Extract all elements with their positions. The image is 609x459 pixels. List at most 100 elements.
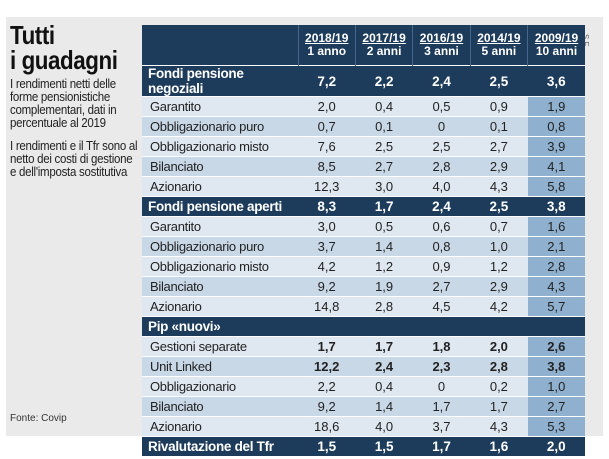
cell-col-2: 0,9 bbox=[412, 256, 471, 277]
cell-col-2: 2,3 bbox=[412, 356, 471, 377]
cell-col-2: 1,8 bbox=[412, 336, 471, 357]
table-row: Obbligazionario puro 0,7 0,1 0 0,1 0,8 bbox=[142, 116, 585, 137]
cell-col-4: 4,1 bbox=[527, 156, 585, 177]
cell-col-4: 1,0 bbox=[527, 376, 585, 397]
cell-col-1: 2,7 bbox=[355, 156, 413, 177]
cell-col-0: 18,6 bbox=[298, 416, 356, 437]
table-row: Azionario 12,3 3,0 4,0 4,3 5,8 bbox=[142, 176, 585, 197]
row-label: Rivalutazione del Tfr bbox=[142, 436, 299, 456]
cell-col-1: 1,4 bbox=[355, 396, 413, 417]
table-body: Fondi pensione negoziali 7,2 2,2 2,4 2,5 3,6 G… bbox=[142, 65, 585, 456]
cell-col-4: 5,8 bbox=[527, 176, 585, 197]
cell-col-2: 2,4 bbox=[412, 196, 471, 217]
cell-col-2: 4,0 bbox=[412, 176, 471, 197]
table-row: Azionario 14,8 2,8 4,5 4,2 5,7 bbox=[142, 296, 585, 317]
cell-col-2: 4,5 bbox=[412, 296, 471, 317]
table-row: Azionario 18,6 4,0 3,7 4,3 5,3 bbox=[142, 416, 585, 437]
row-label: Fondi pensione negoziali bbox=[142, 65, 299, 97]
cell-col-1: 1,5 bbox=[355, 436, 413, 456]
cell-col-4: 1,6 bbox=[527, 216, 585, 237]
cell-col-0: 7,6 bbox=[298, 136, 356, 157]
cell-col-3: 2,0 bbox=[470, 336, 528, 357]
table-row: Bilanciato 8,5 2,7 2,8 2,9 4,1 bbox=[142, 156, 585, 177]
cell-col-4 bbox=[527, 316, 585, 337]
cell-col-4: 4,3 bbox=[527, 276, 585, 297]
top-strip bbox=[0, 0, 609, 6]
row-label: Azionario bbox=[142, 176, 299, 197]
cell-col-3: 0,9 bbox=[470, 96, 528, 117]
header-col-0: 2018/19 1 anno bbox=[297, 25, 356, 66]
cell-col-2: 0,5 bbox=[412, 96, 471, 117]
cell-col-3: 0,7 bbox=[470, 216, 528, 237]
row-label: Obbligazionario puro bbox=[142, 116, 299, 137]
cell-col-0: 14,8 bbox=[298, 296, 356, 317]
cell-col-2: 2,5 bbox=[412, 136, 471, 157]
row-label: Obbligazionario misto bbox=[142, 136, 299, 157]
cell-col-0: 8,5 bbox=[298, 156, 356, 177]
header-col-4: 2009/19 10 anni bbox=[527, 25, 585, 66]
cell-col-4: 0,8 bbox=[527, 116, 585, 137]
cell-col-3: 4,3 bbox=[470, 416, 528, 437]
category-row: Fondi pensione aperti 8,3 1,7 2,4 2,5 3,8 bbox=[142, 196, 585, 217]
table-row: Obbligazionario 2,2 0,4 0 0,2 1,0 bbox=[142, 376, 585, 397]
cell-col-2: 0,8 bbox=[412, 236, 471, 257]
description: I rendimenti netti delle forme pensionis… bbox=[10, 77, 117, 130]
cell-col-4: 3,8 bbox=[527, 356, 585, 377]
row-label: Obbligazionario bbox=[142, 376, 299, 397]
cell-col-0: 1,7 bbox=[298, 336, 356, 357]
cell-col-1: 4,0 bbox=[355, 416, 413, 437]
cell-col-0 bbox=[298, 316, 356, 337]
cell-col-3: 2,8 bbox=[470, 356, 528, 377]
headline: Tutti i guadagni bbox=[10, 22, 122, 73]
cell-col-3: 4,2 bbox=[470, 296, 528, 317]
table-row: Obbligazionario misto 4,2 1,2 0,9 1,2 2,8 bbox=[142, 256, 585, 277]
cell-col-4: 3,9 bbox=[527, 136, 585, 157]
row-label: Fondi pensione aperti bbox=[142, 196, 299, 217]
cell-col-3: 2,5 bbox=[470, 65, 528, 97]
cell-col-1: 2,4 bbox=[355, 356, 413, 377]
cell-col-4: 5,3 bbox=[527, 416, 585, 437]
cell-col-0: 9,2 bbox=[298, 396, 356, 417]
cell-col-1: 1,7 bbox=[355, 196, 413, 217]
row-label: Obbligazionario misto bbox=[142, 256, 299, 277]
cell-col-3: 1,0 bbox=[470, 236, 528, 257]
category-row: Rivalutazione del Tfr 1,5 1,5 1,7 1,6 2,0 bbox=[142, 436, 585, 456]
cell-col-4: 1,9 bbox=[527, 96, 585, 117]
row-label: Azionario bbox=[142, 416, 299, 437]
cell-col-1: 2,5 bbox=[355, 136, 413, 157]
table-row: Garantito 3,0 0,5 0,6 0,7 1,6 bbox=[142, 216, 585, 237]
cell-col-1: 2,2 bbox=[355, 65, 413, 97]
header-col-2: 2016/19 3 anni bbox=[412, 25, 471, 66]
cell-col-2 bbox=[412, 316, 471, 337]
cell-col-1: 3,0 bbox=[355, 176, 413, 197]
header-row: 2018/19 1 anno 2017/19 2 anni 2016/19 3 ann… bbox=[142, 25, 585, 66]
header-col-1: 2017/19 2 anni bbox=[354, 25, 413, 66]
cell-col-1: 2,8 bbox=[355, 296, 413, 317]
row-label: Bilanciato bbox=[142, 396, 299, 417]
cell-col-0: 0,7 bbox=[298, 116, 356, 137]
cell-col-0: 3,7 bbox=[298, 236, 356, 257]
cell-col-4: 5,7 bbox=[527, 296, 585, 317]
cell-col-0: 3,0 bbox=[298, 216, 356, 237]
cell-col-3: 2,9 bbox=[470, 276, 528, 297]
source-credit: Fonte: Covip bbox=[10, 413, 67, 424]
cell-col-0: 1,5 bbox=[298, 436, 356, 456]
cell-col-2: 0 bbox=[412, 376, 471, 397]
cell-col-3: 0,2 bbox=[470, 376, 528, 397]
row-label: Obbligazionario puro bbox=[142, 236, 299, 257]
table-row: Garantito 2,0 0,4 0,5 0,9 1,9 bbox=[142, 96, 585, 117]
cell-col-1: 0,4 bbox=[355, 376, 413, 397]
row-label: Garantito bbox=[142, 216, 299, 237]
cell-col-3: 1,6 bbox=[470, 436, 528, 456]
cell-col-4: 3,8 bbox=[527, 196, 585, 217]
row-label: Unit Linked bbox=[142, 356, 299, 377]
cell-col-1: 1,7 bbox=[355, 336, 413, 357]
table-row: Bilanciato 9,2 1,4 1,7 1,7 2,7 bbox=[142, 396, 585, 417]
cell-col-3: 2,5 bbox=[470, 196, 528, 217]
returns-table: 2018/19 1 anno 2017/19 2 anni 2016/19 3 ann… bbox=[142, 25, 585, 456]
cell-col-2: 2,4 bbox=[412, 65, 471, 97]
cell-col-0: 2,2 bbox=[298, 376, 356, 397]
cell-col-1: 0,4 bbox=[355, 96, 413, 117]
cell-col-3: 1,2 bbox=[470, 256, 528, 277]
row-label: Azionario bbox=[142, 296, 299, 317]
